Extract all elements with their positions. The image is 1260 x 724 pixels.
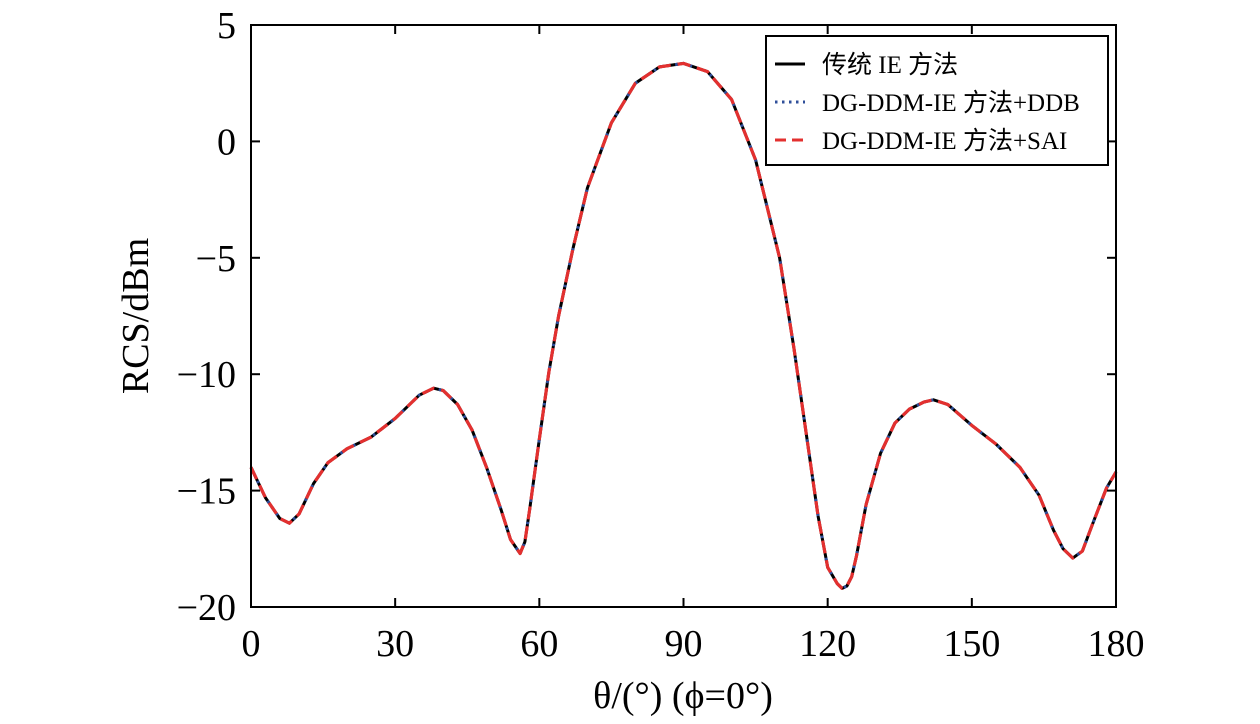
y-tick-label: −15 — [177, 471, 236, 513]
y-tick-label: 0 — [217, 121, 236, 163]
x-tick-label: 30 — [376, 623, 414, 665]
x-tick-label: 90 — [665, 623, 703, 665]
y-tick-label: −5 — [196, 238, 236, 280]
x-tick-label: 120 — [799, 623, 856, 665]
x-tick-label: 180 — [1088, 623, 1145, 665]
legend-label-2: DG-DDM-IE 方法+DDB — [822, 89, 1080, 117]
y-tick-label: −10 — [177, 354, 236, 396]
x-axis-label: θ/(°) (ϕ=0°) — [593, 675, 773, 717]
y-tick-label: 5 — [217, 5, 236, 47]
ticks-layer — [250, 24, 1117, 608]
series-line-2 — [249, 61, 1118, 590]
series-layer — [249, 61, 1118, 590]
x-tick-label: 60 — [520, 623, 558, 665]
legend-entries: 传统 IE 方法 DG-DDM-IE 方法+DDB DG-DDM-IE 方法+SAI — [775, 51, 1080, 155]
series-line-3 — [249, 61, 1118, 590]
y-axis-label: RCS/dBm — [115, 238, 157, 394]
legend-label-3: DG-DDM-IE 方法+SAI — [822, 127, 1067, 155]
tick-labels: 0 30 60 90 120 150 180 5 0 −5 −10 −15 −20 — [177, 5, 1145, 665]
x-tick-label: 150 — [943, 623, 1000, 665]
x-tick-label: 0 — [242, 623, 261, 665]
legend-label-1: 传统 IE 方法 — [822, 51, 958, 79]
legend-box — [765, 35, 1109, 166]
y-tick-label: −20 — [177, 587, 236, 629]
legend: 传统 IE 方法 DG-DDM-IE 方法+DDB DG-DDM-IE 方法+SAI — [765, 35, 1109, 166]
